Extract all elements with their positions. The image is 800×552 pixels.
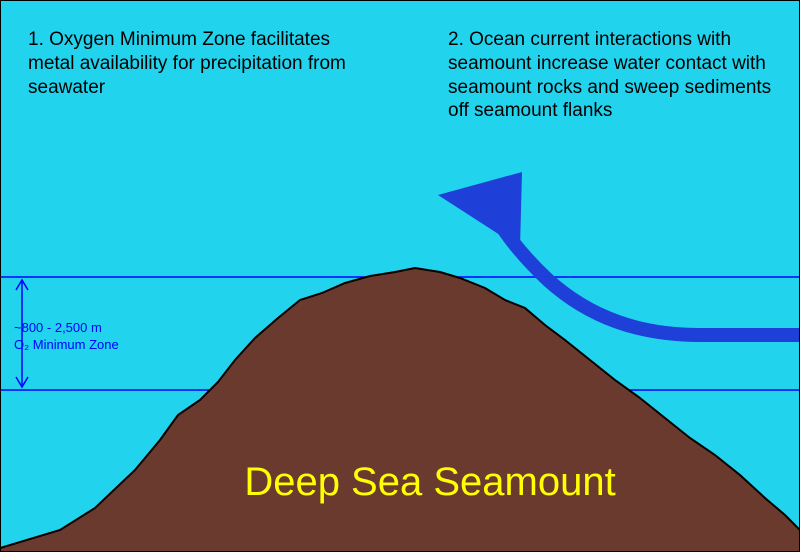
annotation-left: 1. Oxygen Minimum Zone facilitates metal…	[28, 28, 348, 99]
zone-label-line2: O₂ Minimum Zone	[14, 337, 119, 352]
diagram-stage: 1. Oxygen Minimum Zone facilitates metal…	[0, 0, 800, 552]
seamount-title: Deep Sea Seamount	[220, 460, 640, 505]
zone-label: ~800 - 2,500 m O₂ Minimum Zone	[14, 320, 119, 354]
annotation-right: 2. Ocean current interactions with seamo…	[448, 28, 778, 123]
zone-label-line1: ~800 - 2,500 m	[14, 320, 102, 335]
